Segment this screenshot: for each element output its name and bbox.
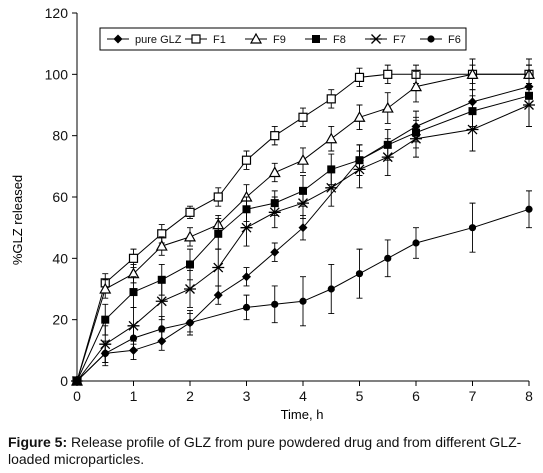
data-point	[99, 282, 112, 294]
data-point	[525, 205, 533, 213]
x-tick-label: 7	[469, 388, 477, 404]
data-point	[270, 131, 280, 141]
legend-marker-f8	[312, 35, 320, 43]
legend-label-f9: F9	[273, 34, 286, 46]
data-point	[297, 198, 309, 209]
y-tick-label: 100	[45, 66, 69, 82]
data-point	[101, 315, 110, 324]
x-tick-label: 6	[412, 388, 420, 404]
data-point	[268, 207, 281, 218]
x-tick-label: 3	[243, 388, 251, 404]
legend-marker-f9	[249, 32, 263, 44]
y-tick-label: 60	[52, 189, 68, 205]
legend-label-f7: F7	[393, 34, 406, 46]
data-point	[326, 94, 336, 104]
data-point	[466, 124, 479, 135]
data-point	[270, 247, 280, 257]
x-tick-label: 5	[356, 388, 364, 404]
y-tick-label: 80	[52, 128, 68, 144]
figure-caption: Figure 5: Release profile of GLZ from pu…	[8, 434, 538, 468]
data-point	[241, 155, 252, 165]
y-tick-label: 0	[60, 373, 68, 389]
data-point	[185, 207, 195, 217]
x-tick-label: 2	[186, 388, 194, 404]
data-point	[158, 325, 166, 333]
legend-marker-pure-glz	[113, 34, 123, 44]
data-point	[155, 296, 168, 307]
data-point	[129, 288, 138, 297]
data-point	[325, 132, 338, 144]
data-point	[186, 319, 194, 327]
y-axis-label: %GLZ released	[10, 175, 25, 265]
data-point	[128, 253, 139, 263]
legend-label-f6: F6	[448, 34, 461, 46]
x-tick-label: 0	[73, 388, 81, 404]
series-f6	[73, 190, 533, 385]
data-point	[184, 284, 196, 294]
y-tick-label: 40	[52, 250, 68, 266]
data-point	[268, 166, 281, 178]
data-point	[296, 153, 310, 165]
data-point	[212, 262, 225, 273]
data-point	[327, 285, 335, 293]
data-point	[381, 152, 394, 163]
data-point	[157, 275, 166, 284]
legend-label-f8: F8	[333, 34, 346, 46]
data-point	[410, 133, 422, 144]
data-point	[355, 270, 364, 278]
series-line	[76, 208, 530, 382]
data-point	[298, 223, 308, 233]
x-axis-label: Time, h	[281, 407, 324, 422]
data-point	[155, 239, 168, 251]
data-point	[213, 192, 223, 202]
data-point	[381, 101, 394, 113]
data-point	[186, 260, 194, 269]
legend-label-f1: F1	[213, 34, 226, 46]
data-point	[383, 69, 393, 79]
legend-box	[99, 27, 467, 51]
data-point	[73, 377, 81, 385]
legend-marker-f7	[370, 34, 382, 44]
release-profile-chart: 0 20 40 60 80 100 120 0 1 2 3 4 5 6 7 8 pure GLZ F1 F9 F8 F…	[10, 5, 536, 422]
x-tick-label: 1	[130, 388, 138, 404]
x-tick-label: 4	[299, 388, 307, 404]
data-point	[353, 164, 366, 175]
data-point	[299, 297, 307, 305]
data-point	[523, 100, 535, 110]
data-point	[213, 290, 223, 300]
data-point	[242, 303, 251, 311]
data-point	[129, 334, 138, 342]
data-point	[271, 300, 279, 308]
y-tick-label: 120	[45, 5, 69, 21]
data-point	[409, 80, 423, 92]
x-tick-label: 8	[525, 388, 533, 404]
caption-text: Release profile of GLZ from pure powdere…	[8, 434, 522, 467]
legend-marker-f1	[191, 34, 201, 44]
caption-label: Figure 5:	[8, 434, 68, 450]
legend-marker-f6	[427, 35, 435, 43]
data-point	[214, 229, 223, 238]
y-tick-label: 20	[52, 312, 68, 328]
data-point	[468, 224, 477, 232]
data-point	[325, 182, 338, 193]
data-point	[412, 239, 420, 247]
data-point	[384, 254, 392, 262]
data-point	[353, 111, 366, 122]
data-point	[242, 272, 251, 282]
legend-label-pure-glz: pure GLZ	[135, 34, 182, 46]
data-point	[240, 222, 253, 233]
data-point	[466, 68, 479, 79]
series-line	[76, 104, 530, 382]
data-point	[298, 112, 308, 122]
data-point	[101, 349, 109, 357]
data-point	[354, 72, 365, 83]
data-point	[183, 230, 197, 242]
